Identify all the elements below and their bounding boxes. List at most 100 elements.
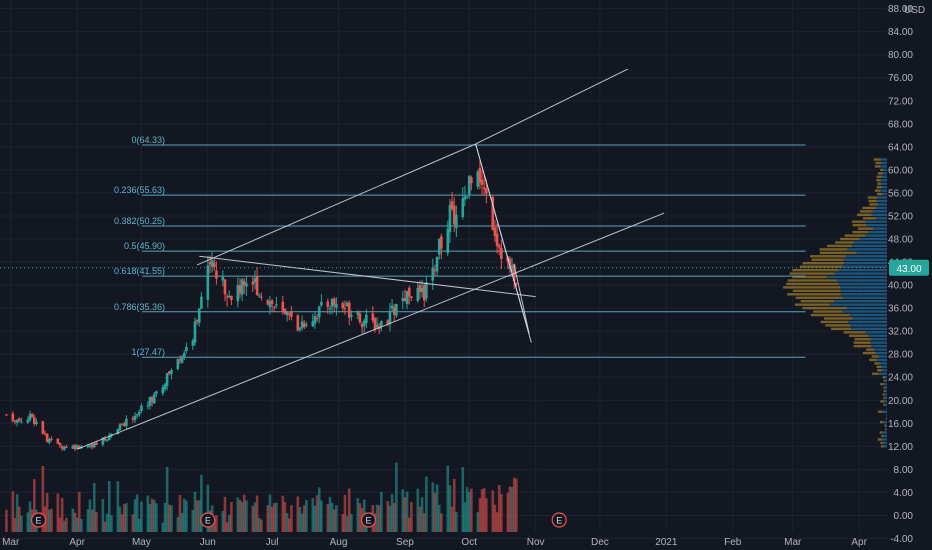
trendline[interactable] [513, 264, 530, 335]
profile-bar-down [876, 192, 883, 196]
volume-bar [195, 500, 199, 532]
volume-bar [197, 500, 201, 532]
volume-bar [335, 505, 338, 532]
profile-bar-down [882, 376, 885, 379]
volume-bar [418, 506, 422, 532]
volume-bar [11, 491, 15, 532]
candle-body [227, 295, 231, 298]
candle-body [60, 446, 64, 449]
price-tick-label: 40.00 [888, 281, 913, 292]
volume-bar [176, 517, 180, 532]
trendlines[interactable] [76, 68, 665, 450]
candle-body [425, 282, 428, 299]
candle-body [165, 373, 169, 386]
profile-bar-down [883, 379, 886, 382]
profile-bar-down [876, 365, 882, 369]
candle-body [15, 419, 19, 423]
volume-bar [467, 491, 471, 532]
profile-bar-down [862, 206, 876, 210]
profile-bar-up [883, 168, 887, 172]
price-tick-label: 0.00 [894, 511, 914, 522]
profile-bar-up [826, 275, 887, 279]
profile-bar-down [852, 220, 866, 223]
volume-bar [88, 499, 92, 532]
candle-body [208, 262, 212, 265]
profile-bar-down [853, 341, 871, 344]
volume-bar [416, 488, 420, 532]
profile-bar-up [878, 372, 887, 375]
volume-bar [193, 491, 197, 532]
profile-bar-up [880, 189, 887, 192]
time-tick-label: 2021 [655, 537, 678, 548]
profile-bar-down [835, 241, 854, 244]
profile-bar-down [854, 338, 872, 341]
candle-body [455, 214, 458, 228]
price-tick-label: 12.00 [888, 442, 913, 453]
volume-bar [120, 514, 124, 532]
profile-bar-up [870, 341, 887, 344]
price-tick-label: 20.00 [888, 396, 913, 407]
candle-body [298, 327, 302, 330]
volume-bar [326, 504, 330, 532]
volume-bar [305, 499, 308, 532]
volume-bar [313, 505, 317, 532]
profile-bar-down [880, 382, 884, 386]
volume-bar [212, 519, 216, 532]
time-axis[interactable]: Mar Apr May Jun Jul Aug Sep Oct Nov Dec 2021 Feb Mar… [2, 537, 868, 548]
trendline[interactable] [199, 255, 536, 298]
profile-bar-up [847, 248, 887, 251]
candle-body [122, 423, 126, 426]
candle-body [28, 414, 32, 421]
earnings-marker[interactable] [30, 512, 47, 528]
candle-body [118, 424, 122, 431]
time-tick-label: Jul [266, 537, 279, 548]
price-tick-label: 68.00 [888, 119, 913, 130]
volume-bar [90, 509, 94, 532]
candle-body [300, 321, 304, 328]
candle-body [5, 414, 8, 416]
profile-bar-down [884, 424, 886, 427]
profile-bar-down [881, 434, 884, 438]
candle-body [161, 387, 165, 394]
profile-bar-up [883, 382, 887, 386]
candle-body [155, 391, 158, 394]
candle-body [90, 444, 94, 448]
trendline[interactable] [475, 68, 628, 145]
trendline[interactable] [196, 143, 476, 266]
profile-bar-down [882, 393, 885, 396]
profile-bar-down [866, 348, 874, 351]
profile-bar-down [827, 244, 852, 248]
volume-bar [455, 511, 458, 532]
volume-bar [163, 502, 167, 532]
earnings-marker[interactable] [200, 512, 216, 528]
volume-bar [266, 505, 270, 532]
candle-body [240, 279, 244, 295]
volume-bar [332, 509, 336, 532]
trendline[interactable] [475, 143, 530, 335]
candle-body [275, 304, 278, 306]
profile-bar-down [783, 286, 841, 289]
price-tick-label: 36.00 [888, 304, 913, 315]
candle-body [287, 313, 291, 315]
trendline[interactable] [76, 212, 665, 450]
candle-body [281, 301, 285, 312]
profile-bar-down [868, 199, 877, 203]
candle-body [420, 287, 424, 293]
candle-body [197, 308, 201, 323]
earnings-marker[interactable] [360, 512, 377, 528]
volume-bar [482, 488, 486, 532]
volume-bar [491, 490, 495, 532]
candle-body [465, 196, 469, 198]
earnings-marker-label: E [556, 516, 562, 526]
profile-bar-down [869, 203, 878, 206]
volume-bar [105, 513, 109, 532]
volume-bar [161, 522, 165, 532]
candle-body [140, 405, 143, 411]
volume-bar [206, 484, 210, 532]
profile-bar-up [886, 417, 887, 420]
earnings-marker[interactable] [551, 512, 567, 528]
volume-bar [440, 513, 443, 532]
